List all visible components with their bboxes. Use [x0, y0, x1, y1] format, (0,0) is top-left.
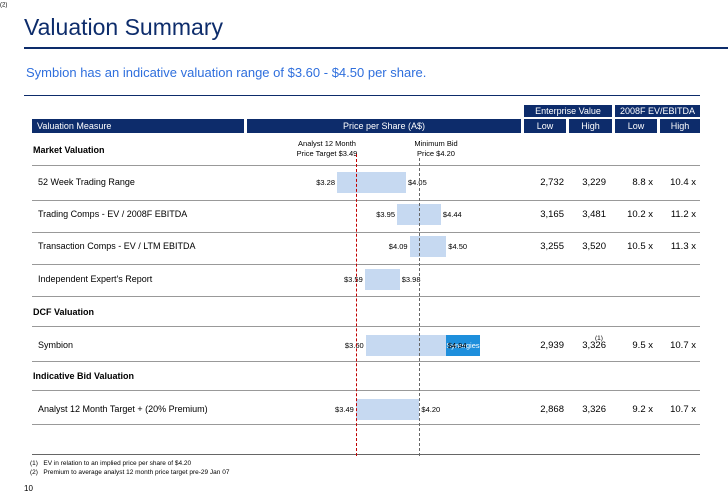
section-market-valuation: Market Valuation [33, 145, 105, 155]
ev-low-value: 3,165 [540, 209, 564, 220]
row-separator [32, 165, 700, 166]
ev-high-value: 3,481 [582, 209, 606, 220]
multiple-low-value: 10.5 x [627, 241, 653, 252]
range-low-label: $3.28 [316, 178, 335, 187]
range-low-label: $3.49 [335, 405, 354, 414]
minimum-bid-label: Minimum Bid Price $4.20 [414, 139, 458, 158]
subtitle-rule [24, 95, 700, 96]
ev-low-value: 2,732 [540, 177, 564, 188]
row-label: Independent Expert's Report [38, 274, 153, 284]
valuation-measure-header: Valuation Measure [32, 119, 244, 133]
multiple-group-header: 2008F EV/EBITDA [615, 105, 700, 117]
multiple-high-value: 10.4 x [670, 177, 696, 188]
range-high-label: $4.20 [421, 405, 441, 414]
range-bar [409, 236, 447, 257]
multiple-high-value: 11.2 x [670, 209, 696, 220]
range-bar [355, 399, 420, 420]
range-low-label: $3.95 [376, 210, 396, 219]
row-label: Trading Comps - EV / 2008F EBITDA [38, 209, 188, 219]
range-bar [365, 335, 447, 356]
multiple-high-value: 11.3 x [670, 241, 696, 252]
multiple-low-value: 10.2 x [627, 209, 653, 220]
analyst-target-line [355, 154, 357, 456]
row-label: Symbion [38, 340, 74, 350]
ev-high-value: 3,326 [582, 340, 606, 351]
footnote-2-text: Premium to average analyst 12 month pric… [43, 469, 230, 476]
footnote-1-text: EV in relation to an implied price per s… [43, 460, 192, 467]
valuation-rows: 52 Week Trading Range $3.28 $4.05 2,732 3,22… [0, 0, 728, 420]
range-low-label: $3.59 [343, 275, 363, 284]
synergies-bar: Synergies [446, 335, 480, 356]
ev-high-footnote: (1) [595, 335, 603, 342]
range-high-label: $4.50 [448, 242, 468, 251]
minimum-bid-line [419, 158, 421, 456]
range-low-label: $4.09 [388, 242, 408, 251]
section-indicative-bid: Indicative Bid Valuation [33, 371, 135, 381]
row-separator [32, 390, 700, 391]
price-per-share-header: Price per Share (A$) [247, 119, 521, 133]
range-bar [397, 204, 441, 225]
row-separator [32, 232, 700, 233]
page-number: 10 [24, 484, 33, 493]
ev-high-header: High [569, 119, 612, 133]
section-dcf-valuation: DCF Valuation [33, 307, 95, 317]
page-subtitle: Symbion has an indicative valuation rang… [26, 65, 427, 80]
range-high-label: $4.44 [442, 210, 462, 219]
multiple-high-value: 10.7 x [670, 340, 696, 351]
range-high-label: $4.05 [407, 178, 427, 187]
row-label: 52 Week Trading Range [38, 177, 135, 187]
page-title: Valuation Summary [24, 14, 223, 40]
analyst-target-label: Analyst 12 Month Price Target $3.49 [296, 139, 358, 158]
multiple-high-value: 10.7 x [670, 404, 696, 415]
range-high-label: $3.98 [401, 275, 421, 284]
row-separator [32, 296, 700, 297]
multiple-high-header: High [660, 119, 700, 133]
ev-high-value: 3,520 [582, 241, 606, 252]
range-high-label: $4.94 [447, 341, 467, 350]
range-low-label: $3.60 [344, 341, 364, 350]
ev-group-header: Enterprise Value [524, 105, 612, 117]
row-separator [32, 361, 700, 362]
ev-low-value: 2,939 [540, 340, 564, 351]
ev-low-value: 3,255 [540, 241, 564, 252]
row-label-footnote: (2) [0, 2, 8, 9]
row-label: Transaction Comps - EV / LTM EBITDA [38, 241, 196, 251]
row-separator [32, 264, 700, 265]
multiple-low-value: 8.8 x [632, 177, 653, 188]
ev-low-header: Low [524, 119, 566, 133]
range-bar [364, 269, 400, 290]
range-bar [337, 172, 406, 193]
multiple-low-value: 9.5 x [632, 340, 653, 351]
multiple-low-header: Low [615, 119, 657, 133]
row-separator [32, 326, 700, 327]
footnote-2-number: (2) [30, 469, 38, 476]
ev-high-value: 3,326 [582, 404, 606, 415]
row-separator [32, 200, 700, 201]
title-rule [24, 47, 728, 49]
ev-low-value: 2,868 [540, 404, 564, 415]
table-bottom-rule [32, 454, 700, 455]
multiple-low-value: 9.2 x [632, 404, 653, 415]
ev-high-value: 3,229 [582, 177, 606, 188]
row-separator [32, 424, 700, 425]
footnote-2: (2) Premium to average analyst 12 month … [30, 469, 229, 476]
row-label: Analyst 12 Month Target + (20% Premium) [38, 404, 208, 414]
footnote-1-number: (1) [30, 460, 38, 467]
footnote-1: (1) EV in relation to an implied price p… [30, 460, 191, 467]
